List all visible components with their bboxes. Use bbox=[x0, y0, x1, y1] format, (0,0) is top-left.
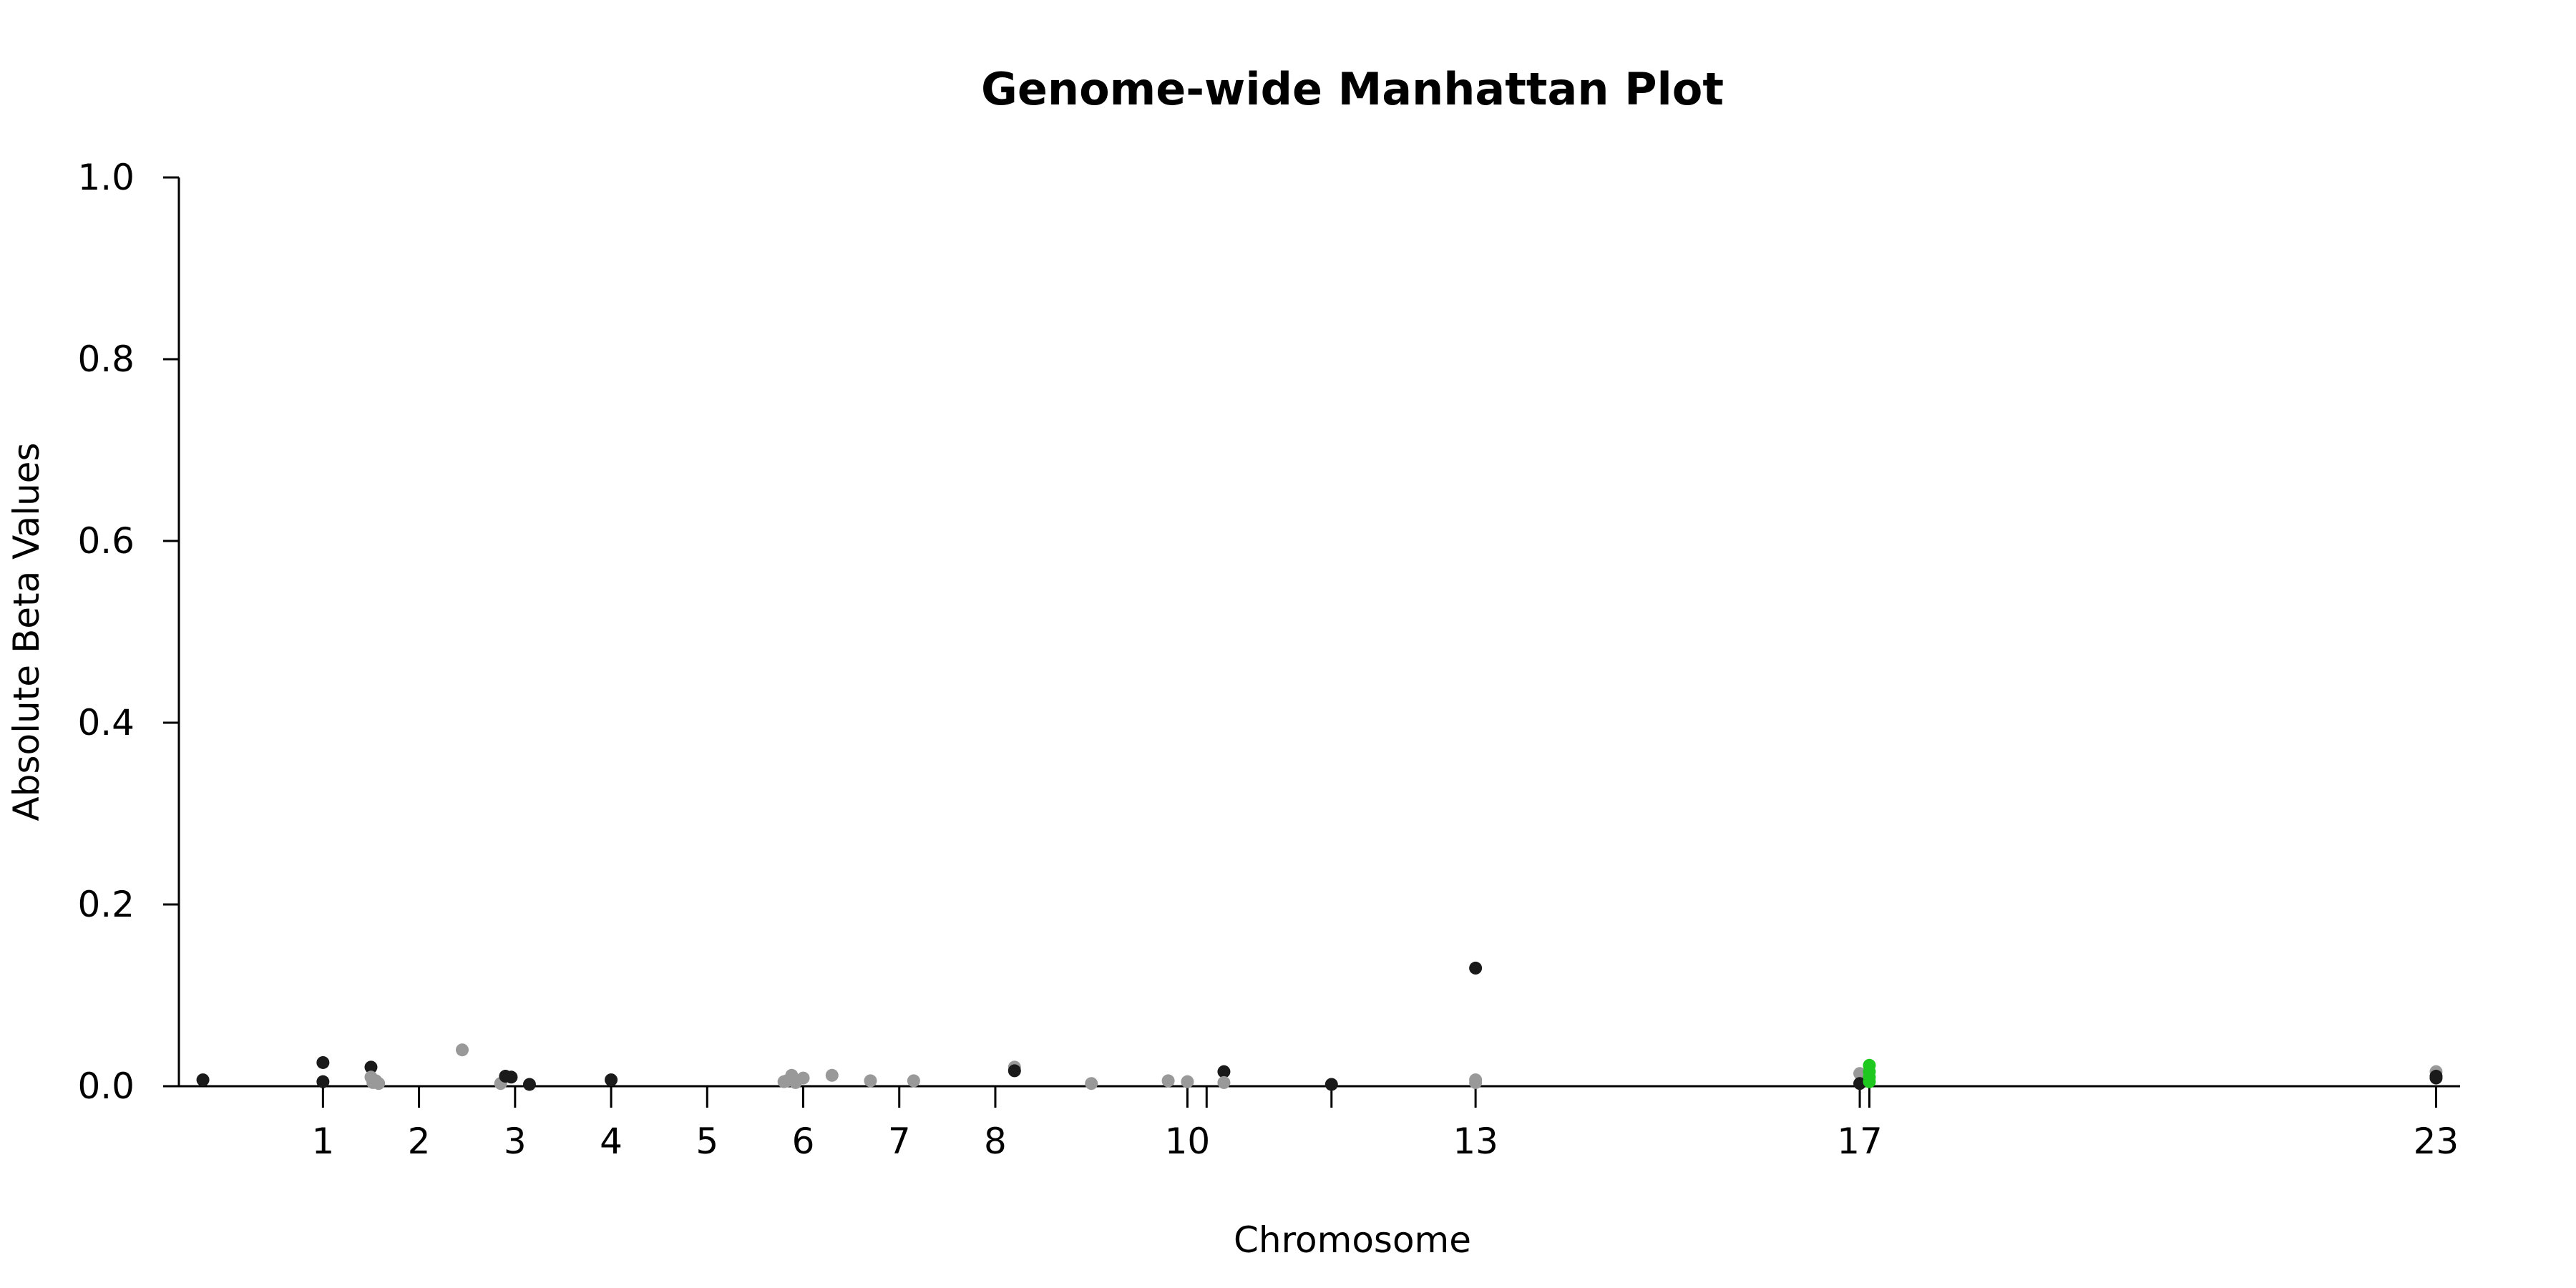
x-tick-label: 17 bbox=[1837, 1121, 1883, 1162]
x-tick-label: 2 bbox=[408, 1121, 431, 1162]
x-tick-label: 6 bbox=[792, 1121, 815, 1162]
data-point bbox=[1217, 1065, 1231, 1078]
y-tick-label: 1.0 bbox=[77, 157, 135, 198]
data-point bbox=[1181, 1075, 1194, 1088]
data-point bbox=[1863, 1075, 1876, 1088]
data-point bbox=[196, 1073, 210, 1087]
x-tick-label: 3 bbox=[504, 1121, 527, 1162]
data-point bbox=[316, 1075, 330, 1088]
data-point bbox=[455, 1043, 469, 1057]
x-tick-label: 4 bbox=[600, 1121, 623, 1162]
data-point bbox=[1853, 1077, 1867, 1091]
data-point bbox=[825, 1068, 839, 1082]
x-tick-label: 13 bbox=[1453, 1121, 1498, 1162]
y-axis-ticks: 0.0 0.2 0.4 0.6 0.8 1.0 bbox=[77, 157, 179, 1107]
data-point bbox=[1008, 1064, 1021, 1078]
data-point bbox=[1469, 1075, 1483, 1089]
x-tick-label: 5 bbox=[696, 1121, 718, 1162]
y-axis-label: Absolute Beta Values bbox=[6, 443, 47, 821]
data-point bbox=[1324, 1078, 1338, 1091]
data-point bbox=[522, 1078, 536, 1091]
chart-title: Genome-wide Manhattan Plot bbox=[981, 63, 1724, 115]
data-point bbox=[605, 1073, 618, 1087]
x-axis-label: Chromosome bbox=[1234, 1219, 1471, 1261]
x-tick-label: 23 bbox=[2414, 1121, 2459, 1162]
y-tick-label: 0.0 bbox=[77, 1065, 135, 1107]
data-point bbox=[907, 1074, 920, 1088]
data-point bbox=[364, 1060, 378, 1074]
y-tick-label: 0.2 bbox=[77, 884, 135, 925]
data-point bbox=[316, 1055, 330, 1069]
x-tick-label: 7 bbox=[888, 1121, 911, 1162]
data-point bbox=[504, 1070, 518, 1084]
data-point bbox=[796, 1071, 810, 1085]
x-axis-ticks: 1 2 3 4 5 6 7 8 10 13 17 23 bbox=[311, 1086, 2459, 1162]
x-tick-label: 1 bbox=[311, 1121, 334, 1162]
y-tick-label: 0.4 bbox=[77, 702, 135, 743]
data-point bbox=[1217, 1075, 1231, 1089]
data-points bbox=[196, 961, 2443, 1091]
x-tick-label: 10 bbox=[1165, 1121, 1211, 1162]
data-point bbox=[1469, 961, 1483, 975]
data-point bbox=[864, 1074, 877, 1088]
data-point bbox=[1085, 1077, 1098, 1091]
data-point bbox=[2429, 1071, 2443, 1085]
data-point bbox=[372, 1077, 386, 1091]
x-tick-label: 8 bbox=[984, 1121, 1007, 1162]
y-tick-label: 0.6 bbox=[77, 520, 135, 562]
data-point bbox=[1161, 1074, 1175, 1088]
y-tick-label: 0.8 bbox=[77, 338, 135, 380]
